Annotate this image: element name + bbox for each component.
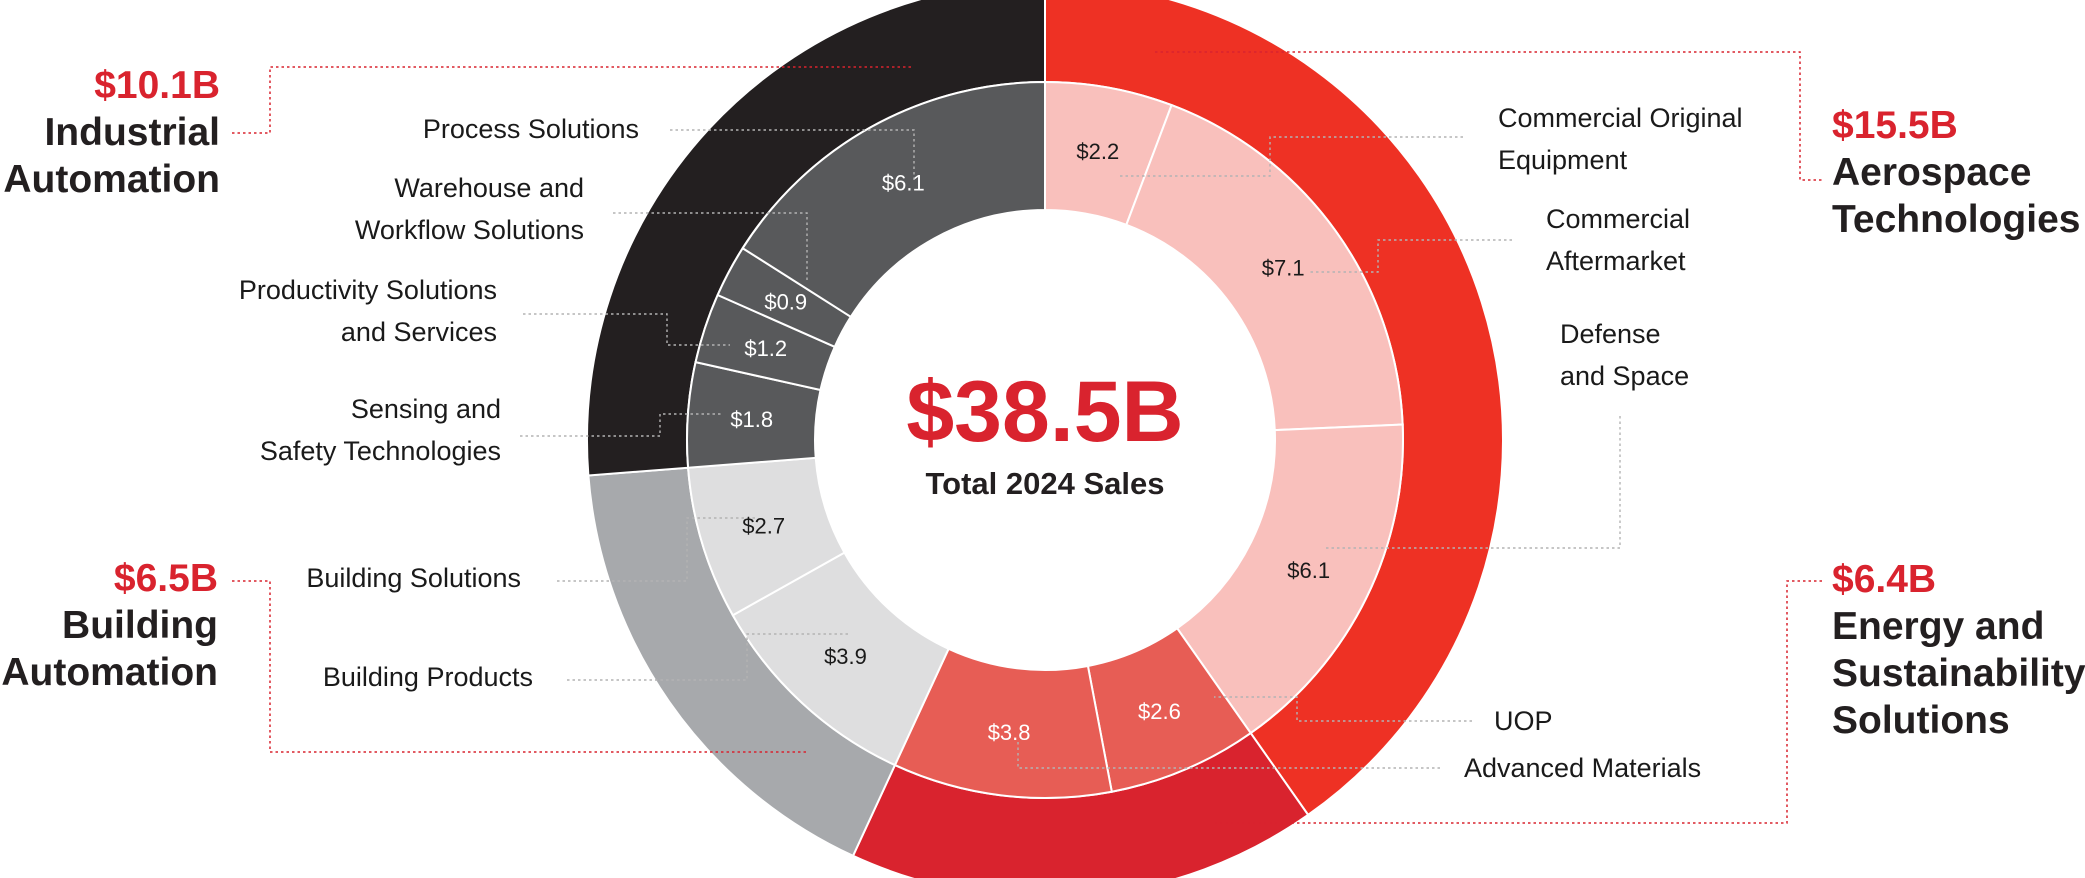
value-label-sensing-safety: $1.8 [730, 407, 773, 432]
center-total: $38.5B [906, 364, 1183, 460]
category-name-defense-space-line-2: and Space [1560, 361, 1689, 391]
segment-name-building-line-1: Building [62, 604, 218, 647]
category-name-advanced-materials-line-1: Advanced Materials [1464, 753, 1701, 783]
category-name-productivity-line-2: and Services [341, 317, 497, 347]
category-name-defense-space-line-1: Defense [1560, 319, 1661, 349]
value-label-process: $6.1 [882, 170, 925, 195]
segment-name-building-line-2: Automation [1, 651, 218, 694]
value-label-defense-space: $6.1 [1287, 558, 1330, 583]
leader-line-defense-space [1323, 416, 1621, 549]
category-name-commercial-oe-line-1: Commercial Original [1498, 103, 1743, 133]
leader-line-commercial-aftermarket [1309, 239, 1512, 273]
leader-line-industrial [232, 66, 913, 134]
leader-line-process [670, 129, 915, 180]
category-name-sensing-safety-line-1: Sensing and [351, 394, 501, 424]
inner-arc-commercial-aftermarket [1125, 103, 1404, 432]
value-label-advanced-materials: $3.8 [988, 720, 1031, 745]
category-name-warehouse-line-1: Warehouse and [394, 173, 584, 203]
value-label-building-solutions: $2.7 [742, 513, 785, 538]
value-label-commercial-aftermarket: $7.1 [1262, 256, 1305, 281]
inner-ring [686, 80, 1405, 799]
segment-name-energy-line-3: Solutions [1832, 699, 2010, 742]
segment-name-energy-line-2: Sustainability [1832, 652, 2085, 695]
category-name-commercial-oe-line-2: Equipment [1498, 145, 1628, 175]
outer-ring [585, 0, 1504, 878]
leader-line-uop [1214, 696, 1472, 722]
category-name-process-line-1: Process Solutions [423, 114, 639, 144]
value-label-commercial-oe: $2.2 [1076, 139, 1119, 164]
segment-total-energy: $6.4B [1832, 558, 1936, 601]
value-label-building-products: $3.9 [824, 644, 867, 669]
segment-name-aerospace-line-1: Aerospace [1832, 151, 2031, 194]
category-name-commercial-aftermarket-line-2: Aftermarket [1546, 246, 1686, 276]
value-label-uop: $2.6 [1138, 699, 1181, 724]
value-label-productivity: $1.2 [744, 336, 787, 361]
category-name-building-products-line-1: Building Products [323, 662, 533, 692]
category-name-productivity-line-1: Productivity Solutions [239, 275, 497, 305]
center-caption: Total 2024 Sales [926, 466, 1165, 501]
segment-name-aerospace-line-2: Technologies [1832, 198, 2080, 241]
segment-total-industrial: $10.1B [94, 64, 220, 107]
leader-line-productivity [523, 313, 730, 346]
chart-labels: $2.2 $7.1 $6.1 $2.6 $3.8 $3.9 $2.7 $1.8 $1.2 $0.9… [1, 64, 2085, 783]
leader-line-building [232, 580, 808, 753]
leader-line-building-products [567, 633, 850, 681]
segment-name-energy-line-1: Energy and [1832, 605, 2044, 648]
leader-line-building-solutions [557, 517, 755, 582]
leader-line-sensing-safety [520, 413, 723, 437]
category-name-sensing-safety-line-2: Safety Technologies [260, 436, 501, 466]
inner-arc-process [741, 80, 1046, 319]
category-name-commercial-aftermarket-line-1: Commercial [1546, 204, 1690, 234]
category-name-uop-line-1: UOP [1494, 706, 1553, 736]
segment-total-aerospace: $15.5B [1832, 104, 1958, 147]
category-name-warehouse-line-2: Workflow Solutions [355, 215, 584, 245]
segment-name-industrial-line-1: Industrial [44, 111, 220, 154]
leader-lines [232, 51, 1822, 824]
segment-total-building: $6.5B [114, 557, 218, 600]
leader-line-energy [1214, 580, 1822, 824]
segment-name-industrial-line-2: Automation [3, 158, 220, 201]
value-label-warehouse: $0.9 [764, 289, 807, 314]
category-name-building-solutions-line-1: Building Solutions [306, 563, 521, 593]
leader-line-warehouse [613, 212, 808, 280]
